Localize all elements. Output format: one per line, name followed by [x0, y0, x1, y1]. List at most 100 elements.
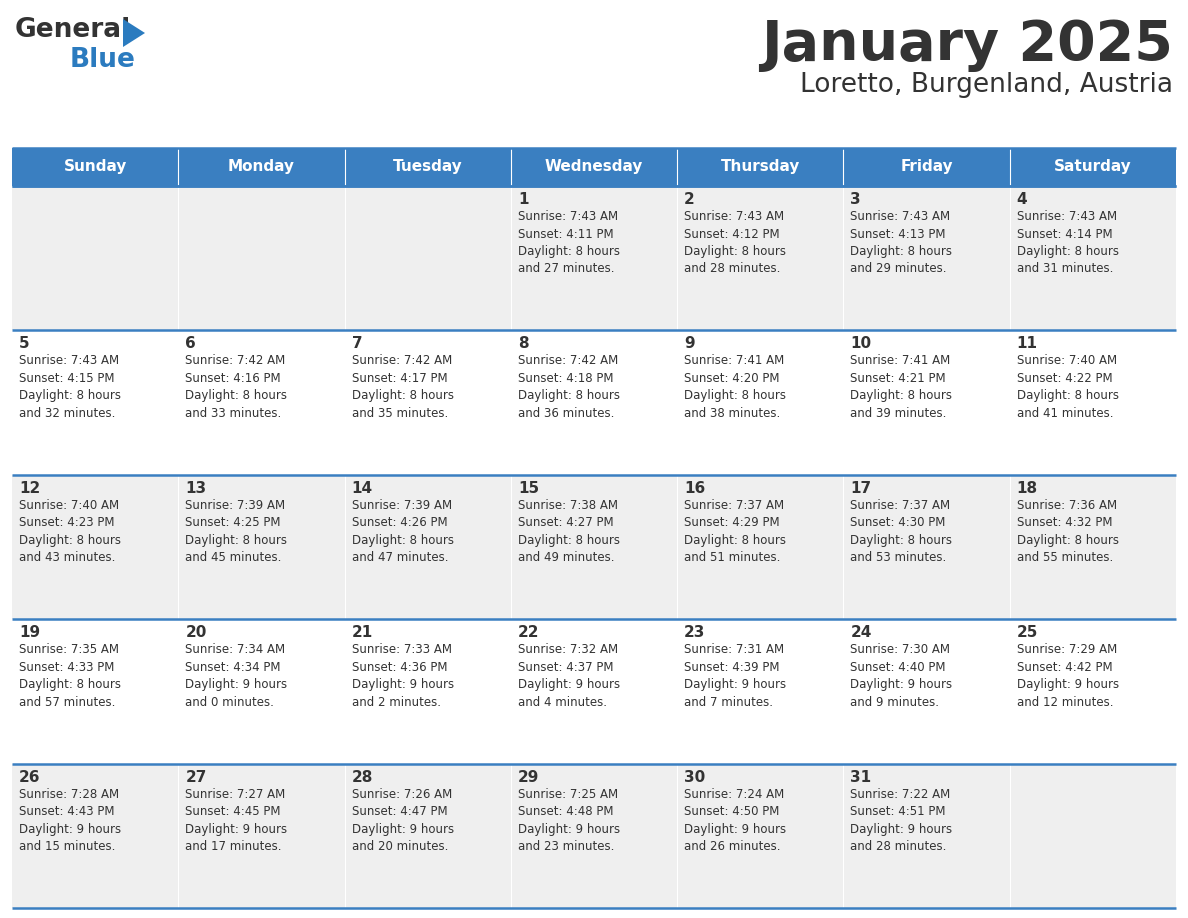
Bar — [1010, 330, 1176, 475]
Text: 18: 18 — [1017, 481, 1038, 496]
Bar — [511, 330, 677, 475]
Text: Sunrise: 7:39 AM
Sunset: 4:25 PM
Daylight: 8 hours
and 45 minutes.: Sunrise: 7:39 AM Sunset: 4:25 PM Dayligh… — [185, 498, 287, 565]
Bar — [345, 764, 511, 908]
Text: 27: 27 — [185, 769, 207, 785]
Text: 19: 19 — [19, 625, 40, 640]
Text: Sunrise: 7:36 AM
Sunset: 4:32 PM
Daylight: 8 hours
and 55 minutes.: Sunrise: 7:36 AM Sunset: 4:32 PM Dayligh… — [1017, 498, 1119, 565]
Text: 21: 21 — [352, 625, 373, 640]
Text: Sunrise: 7:29 AM
Sunset: 4:42 PM
Daylight: 9 hours
and 12 minutes.: Sunrise: 7:29 AM Sunset: 4:42 PM Dayligh… — [1017, 644, 1119, 709]
Text: 8: 8 — [518, 336, 529, 352]
Text: Sunrise: 7:43 AM
Sunset: 4:14 PM
Daylight: 8 hours
and 31 minutes.: Sunrise: 7:43 AM Sunset: 4:14 PM Dayligh… — [1017, 210, 1119, 275]
Bar — [12, 764, 178, 908]
Bar — [843, 764, 1010, 908]
Text: Sunrise: 7:42 AM
Sunset: 4:17 PM
Daylight: 8 hours
and 35 minutes.: Sunrise: 7:42 AM Sunset: 4:17 PM Dayligh… — [352, 354, 454, 420]
Text: Sunrise: 7:40 AM
Sunset: 4:22 PM
Daylight: 8 hours
and 41 minutes.: Sunrise: 7:40 AM Sunset: 4:22 PM Dayligh… — [1017, 354, 1119, 420]
Text: 2: 2 — [684, 192, 695, 207]
Text: Sunrise: 7:34 AM
Sunset: 4:34 PM
Daylight: 9 hours
and 0 minutes.: Sunrise: 7:34 AM Sunset: 4:34 PM Dayligh… — [185, 644, 287, 709]
Text: 11: 11 — [1017, 336, 1037, 352]
Text: 7: 7 — [352, 336, 362, 352]
Text: 20: 20 — [185, 625, 207, 640]
Bar — [511, 764, 677, 908]
Bar — [12, 186, 178, 330]
Text: Sunrise: 7:39 AM
Sunset: 4:26 PM
Daylight: 8 hours
and 47 minutes.: Sunrise: 7:39 AM Sunset: 4:26 PM Dayligh… — [352, 498, 454, 565]
Text: 1: 1 — [518, 192, 529, 207]
Text: Sunrise: 7:37 AM
Sunset: 4:30 PM
Daylight: 8 hours
and 53 minutes.: Sunrise: 7:37 AM Sunset: 4:30 PM Dayligh… — [851, 498, 953, 565]
Text: Sunrise: 7:38 AM
Sunset: 4:27 PM
Daylight: 8 hours
and 49 minutes.: Sunrise: 7:38 AM Sunset: 4:27 PM Dayligh… — [518, 498, 620, 565]
Text: 24: 24 — [851, 625, 872, 640]
Text: Sunrise: 7:24 AM
Sunset: 4:50 PM
Daylight: 9 hours
and 26 minutes.: Sunrise: 7:24 AM Sunset: 4:50 PM Dayligh… — [684, 788, 786, 853]
Bar — [12, 330, 178, 475]
Text: Sunrise: 7:41 AM
Sunset: 4:21 PM
Daylight: 8 hours
and 39 minutes.: Sunrise: 7:41 AM Sunset: 4:21 PM Dayligh… — [851, 354, 953, 420]
Bar — [677, 475, 843, 620]
Bar — [511, 186, 677, 330]
Text: Sunrise: 7:43 AM
Sunset: 4:11 PM
Daylight: 8 hours
and 27 minutes.: Sunrise: 7:43 AM Sunset: 4:11 PM Dayligh… — [518, 210, 620, 275]
Text: General: General — [15, 17, 131, 43]
Text: Sunrise: 7:30 AM
Sunset: 4:40 PM
Daylight: 9 hours
and 9 minutes.: Sunrise: 7:30 AM Sunset: 4:40 PM Dayligh… — [851, 644, 953, 709]
Bar — [677, 148, 843, 186]
Text: Saturday: Saturday — [1054, 160, 1132, 174]
Text: 28: 28 — [352, 769, 373, 785]
Text: 25: 25 — [1017, 625, 1038, 640]
Text: Sunrise: 7:37 AM
Sunset: 4:29 PM
Daylight: 8 hours
and 51 minutes.: Sunrise: 7:37 AM Sunset: 4:29 PM Dayligh… — [684, 498, 786, 565]
Text: 9: 9 — [684, 336, 695, 352]
Text: Sunrise: 7:42 AM
Sunset: 4:18 PM
Daylight: 8 hours
and 36 minutes.: Sunrise: 7:42 AM Sunset: 4:18 PM Dayligh… — [518, 354, 620, 420]
Text: 6: 6 — [185, 336, 196, 352]
Bar — [677, 764, 843, 908]
Bar — [843, 475, 1010, 620]
Bar — [178, 620, 345, 764]
Bar — [677, 330, 843, 475]
Bar — [12, 620, 178, 764]
Text: 3: 3 — [851, 192, 861, 207]
Text: Sunrise: 7:41 AM
Sunset: 4:20 PM
Daylight: 8 hours
and 38 minutes.: Sunrise: 7:41 AM Sunset: 4:20 PM Dayligh… — [684, 354, 786, 420]
Bar — [1010, 475, 1176, 620]
Bar — [178, 475, 345, 620]
Text: Sunrise: 7:32 AM
Sunset: 4:37 PM
Daylight: 9 hours
and 4 minutes.: Sunrise: 7:32 AM Sunset: 4:37 PM Dayligh… — [518, 644, 620, 709]
Bar — [677, 186, 843, 330]
Bar — [1010, 186, 1176, 330]
Text: Blue: Blue — [70, 47, 135, 73]
Text: Sunrise: 7:25 AM
Sunset: 4:48 PM
Daylight: 9 hours
and 23 minutes.: Sunrise: 7:25 AM Sunset: 4:48 PM Dayligh… — [518, 788, 620, 853]
Bar — [843, 330, 1010, 475]
Text: Wednesday: Wednesday — [545, 160, 643, 174]
Text: Friday: Friday — [901, 160, 953, 174]
Text: Sunrise: 7:43 AM
Sunset: 4:12 PM
Daylight: 8 hours
and 28 minutes.: Sunrise: 7:43 AM Sunset: 4:12 PM Dayligh… — [684, 210, 786, 275]
Text: Sunrise: 7:27 AM
Sunset: 4:45 PM
Daylight: 9 hours
and 17 minutes.: Sunrise: 7:27 AM Sunset: 4:45 PM Dayligh… — [185, 788, 287, 853]
Bar — [511, 148, 677, 186]
Text: Loretto, Burgenland, Austria: Loretto, Burgenland, Austria — [800, 72, 1173, 98]
Text: 15: 15 — [518, 481, 539, 496]
Bar — [12, 148, 178, 186]
Text: Sunrise: 7:43 AM
Sunset: 4:15 PM
Daylight: 8 hours
and 32 minutes.: Sunrise: 7:43 AM Sunset: 4:15 PM Dayligh… — [19, 354, 121, 420]
Text: 5: 5 — [19, 336, 30, 352]
Text: 16: 16 — [684, 481, 706, 496]
Text: Tuesday: Tuesday — [393, 160, 462, 174]
Text: Sunday: Sunday — [63, 160, 127, 174]
Bar — [345, 148, 511, 186]
Bar — [511, 620, 677, 764]
Text: 31: 31 — [851, 769, 872, 785]
Text: January 2025: January 2025 — [762, 18, 1173, 72]
Text: 22: 22 — [518, 625, 539, 640]
Bar — [677, 620, 843, 764]
Text: Sunrise: 7:42 AM
Sunset: 4:16 PM
Daylight: 8 hours
and 33 minutes.: Sunrise: 7:42 AM Sunset: 4:16 PM Dayligh… — [185, 354, 287, 420]
Text: 23: 23 — [684, 625, 706, 640]
Polygon shape — [124, 19, 145, 47]
Bar — [1010, 764, 1176, 908]
Text: Thursday: Thursday — [721, 160, 800, 174]
Text: 17: 17 — [851, 481, 872, 496]
Bar — [178, 330, 345, 475]
Text: 14: 14 — [352, 481, 373, 496]
Text: 13: 13 — [185, 481, 207, 496]
Text: 12: 12 — [19, 481, 40, 496]
Text: 10: 10 — [851, 336, 872, 352]
Bar — [1010, 620, 1176, 764]
Text: 29: 29 — [518, 769, 539, 785]
Text: 30: 30 — [684, 769, 706, 785]
Bar — [1010, 148, 1176, 186]
Text: 26: 26 — [19, 769, 40, 785]
Bar — [843, 620, 1010, 764]
Text: Sunrise: 7:35 AM
Sunset: 4:33 PM
Daylight: 8 hours
and 57 minutes.: Sunrise: 7:35 AM Sunset: 4:33 PM Dayligh… — [19, 644, 121, 709]
Bar — [843, 148, 1010, 186]
Bar — [511, 475, 677, 620]
Bar — [345, 475, 511, 620]
Text: Sunrise: 7:31 AM
Sunset: 4:39 PM
Daylight: 9 hours
and 7 minutes.: Sunrise: 7:31 AM Sunset: 4:39 PM Dayligh… — [684, 644, 786, 709]
